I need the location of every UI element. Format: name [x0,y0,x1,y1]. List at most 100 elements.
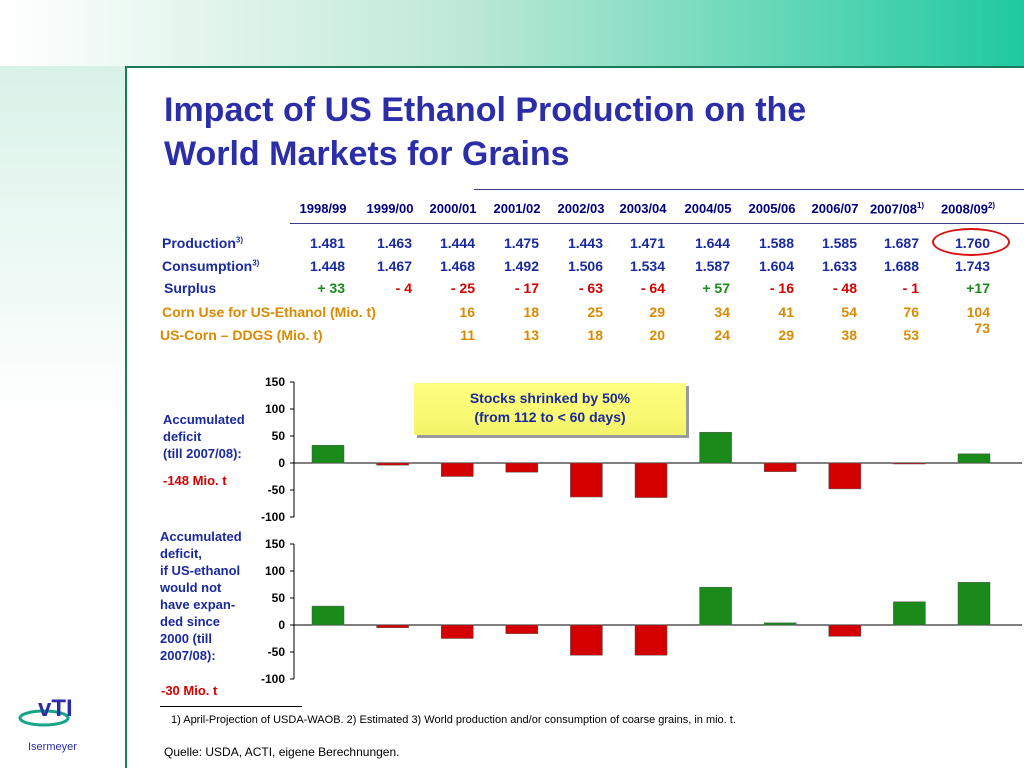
y-tick-label: 0 [278,618,285,632]
author-label: Isermeyer [28,741,77,753]
stocks-callout: Stocks shrinked by 50% (from 112 to < 60… [414,383,686,435]
footnote-separator [160,706,302,707]
bar [570,462,603,498]
chart2-side-line8: 2007/08): [160,648,216,663]
cell-ddgs: 11 [460,327,475,343]
bar [376,624,409,628]
cell-ddgs: 24 [714,327,730,343]
highlight-circle [932,228,1010,256]
row-label-ddgs: US-Corn – DDGS (Mio. t) [160,327,323,343]
cell-consumption: 1.688 [883,258,919,274]
cell-production: 1.471 [629,235,665,251]
chart2-side-line6: ded since [160,614,220,629]
row-label-production: Production3) [162,235,244,251]
bar [440,462,474,477]
header-year: 2002/03 [557,201,605,216]
callout-line1: Stocks shrinked by 50% [469,390,631,406]
cell-consumption: 1.467 [376,258,412,274]
y-tick-label: 150 [265,538,285,551]
left-background [0,0,126,768]
cell-consumption: 1.534 [629,258,665,274]
bar [634,462,668,498]
cell-ddgs: 29 [778,327,794,343]
cell-corn_use: 34 [714,304,730,320]
vti-logo: vTI [18,695,73,727]
source-note: Quelle: USDA, ACTI, eigene Berechnungen. [164,745,400,759]
cell-production: 1.588 [758,235,794,251]
cell-production: 1.444 [439,235,475,251]
cell-ddgs: 18 [587,327,603,343]
chart2-side-line4: would not [160,580,222,595]
cell-corn_use: 16 [459,304,475,320]
y-tick-label: 50 [272,429,286,443]
cell-production: 1.687 [883,235,919,251]
row-label-corn-use: Corn Use for US-Ethanol (Mio. t) [162,304,376,320]
cell-corn_use: 76 [903,304,919,320]
header-year: 2003/04 [619,201,667,216]
chart1-side-line1: Accumulated [163,412,245,427]
frame-vertical-line [125,66,127,768]
table-top-line [474,189,1024,190]
frame-horizontal-line [125,66,1024,68]
cell-corn_use: 25 [587,304,603,320]
bar [957,582,991,626]
cell-corn_use: 29 [649,304,665,320]
cell-consumption: 1.506 [567,258,603,274]
title-line-1: Impact of US Ethanol Production on the [164,91,807,129]
cell-surplus: + 57 [702,280,730,296]
bar [311,605,345,626]
table-header-line [290,223,1024,224]
bar [763,462,797,472]
chart2-side-line5: have expan- [160,597,236,612]
header-year: 1998/99 [299,201,347,216]
cell-production: 1.463 [376,235,412,251]
cell-surplus: - 48 [832,280,857,296]
cell-consumption: 1.743 [954,258,990,274]
bar [505,462,539,473]
bar [376,462,409,466]
cell-ddgs: 20 [649,327,665,343]
chart1-side-value: -148 Mio. t [163,473,227,488]
bar [893,462,926,465]
top-banner [0,0,1024,66]
cell-surplus: - 25 [450,280,475,296]
cell-corn_use: 18 [523,304,539,320]
bar [311,444,345,464]
y-tick-label: -100 [261,510,285,524]
bar [828,462,862,490]
cell-ddgs: 38 [841,327,857,343]
y-tick-label: 100 [265,402,285,416]
cell-consumption: 1.587 [694,258,730,274]
cell-surplus: - 1 [902,280,919,296]
bar [505,624,539,634]
cell-surplus: - 64 [640,280,665,296]
cell-production: 1.644 [694,235,730,251]
cell-consumption: 1.492 [503,258,539,274]
y-tick-label: 50 [272,591,286,605]
cell-ddgs: 73 [974,320,990,336]
y-tick-label: 0 [278,456,285,470]
row-label-surplus: Surplus [164,280,217,296]
chart-surplus: 150 100 50 0 -50 -100 [261,376,1022,524]
cell-surplus: - 63 [578,280,603,296]
row-label-consumption: Consumption3) [162,258,260,274]
bar [893,601,926,626]
header-year: 2007/081) [869,201,925,217]
bar [763,622,797,626]
logo-text: vTI [38,695,73,722]
header-year: 2005/06 [748,201,796,216]
cell-production: 1.475 [503,235,539,251]
chart2-side-line2: deficit, [160,546,202,561]
header-year: 2001/02 [493,201,541,216]
header-year: 2008/092) [940,201,996,217]
bar [828,624,862,637]
cell-production: 1.481 [309,235,345,251]
header-year: 2000/01 [429,201,477,216]
cell-consumption: 1.468 [439,258,475,274]
cell-production: 1.585 [821,235,857,251]
chart1-side-line3: (till 2007/08): [163,446,242,461]
cell-surplus: +17 [966,280,990,296]
chart1-side-line2: deficit [163,429,202,444]
bar [699,586,732,626]
cell-corn_use: 104 [966,304,990,320]
